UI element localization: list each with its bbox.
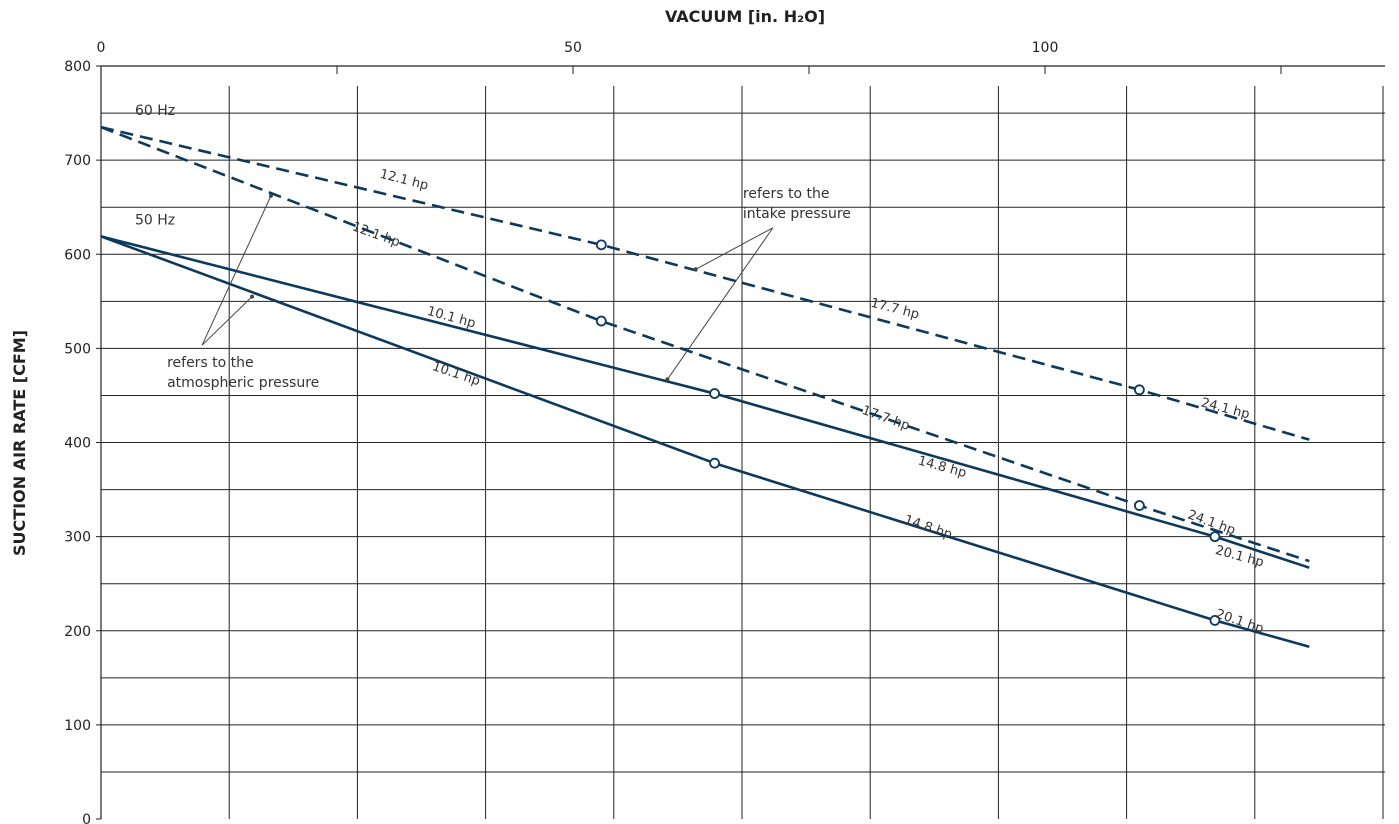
data-point-marker <box>595 315 607 327</box>
annotation-leader-dot <box>693 267 698 272</box>
y-tick-label: 500 <box>64 341 91 357</box>
y-tick-label: 700 <box>64 153 91 169</box>
series-line-4 <box>100 235 1310 649</box>
y-axis-title: SUCTION AIR RATE [CFM] <box>10 330 29 556</box>
y-tick-label: 100 <box>64 718 91 734</box>
annotation-leader-line <box>201 296 253 346</box>
series-line-3 <box>100 235 1310 569</box>
y-tick-label: 800 <box>64 59 91 75</box>
series-line-2 <box>100 125 1310 563</box>
series-label: 60 Hz <box>135 103 175 119</box>
grid <box>100 65 1385 819</box>
annotation-leader-line <box>201 195 272 346</box>
power-label: 24.1 hp <box>1199 396 1251 423</box>
power-label: 17.7 hp <box>860 403 912 434</box>
data-point-marker <box>1209 531 1221 543</box>
y-tick-label: 200 <box>64 624 91 640</box>
data-point-marker <box>1134 384 1145 396</box>
y-tick-label: 0 <box>82 812 91 824</box>
series-label: 50 Hz <box>135 212 175 228</box>
y-tick-label: 300 <box>64 530 91 546</box>
data-point-marker <box>1134 500 1145 511</box>
annotation-leader-dot <box>268 193 273 198</box>
axis-ticks: 0 100 200 300 400 500 600 700 800 0 50 100 <box>64 40 1282 824</box>
power-label: 12.1 hp <box>378 167 430 194</box>
x-tick-label: 100 <box>1032 40 1059 56</box>
x-axis-title: VACUUM [in. H₂O] <box>665 7 825 26</box>
data-point-marker <box>1209 614 1221 626</box>
power-label: 10.1 hp <box>430 359 482 389</box>
annotations: refers to the intake pressure refers to th… <box>167 186 851 391</box>
annotation-leader-line <box>695 227 774 270</box>
annotation-text: atmospheric pressure <box>167 375 319 391</box>
series-line-1 <box>100 125 1310 441</box>
annotation-leader-line <box>666 227 774 380</box>
y-tick-label: 600 <box>64 247 91 263</box>
data-point-marker <box>595 239 607 251</box>
x-tick-label: 0 <box>97 40 106 56</box>
annotation-leader-dot <box>250 294 255 299</box>
data-point-marker <box>709 457 720 469</box>
power-label: 17.7 hp <box>869 296 921 323</box>
x-tick-label: 50 <box>564 40 582 56</box>
power-label: 20.1 hp <box>1214 607 1266 637</box>
power-label: 14.8 hp <box>902 513 954 543</box>
annotation-text: refers to the <box>167 355 254 371</box>
annotation-text: intake pressure <box>743 206 851 222</box>
power-label: 20.1 hp <box>1214 543 1266 571</box>
data-point-marker <box>709 388 720 399</box>
y-tick-label: 400 <box>64 436 91 452</box>
annotation-leader-dot <box>665 377 670 382</box>
annotation-text: refers to the <box>743 186 830 202</box>
